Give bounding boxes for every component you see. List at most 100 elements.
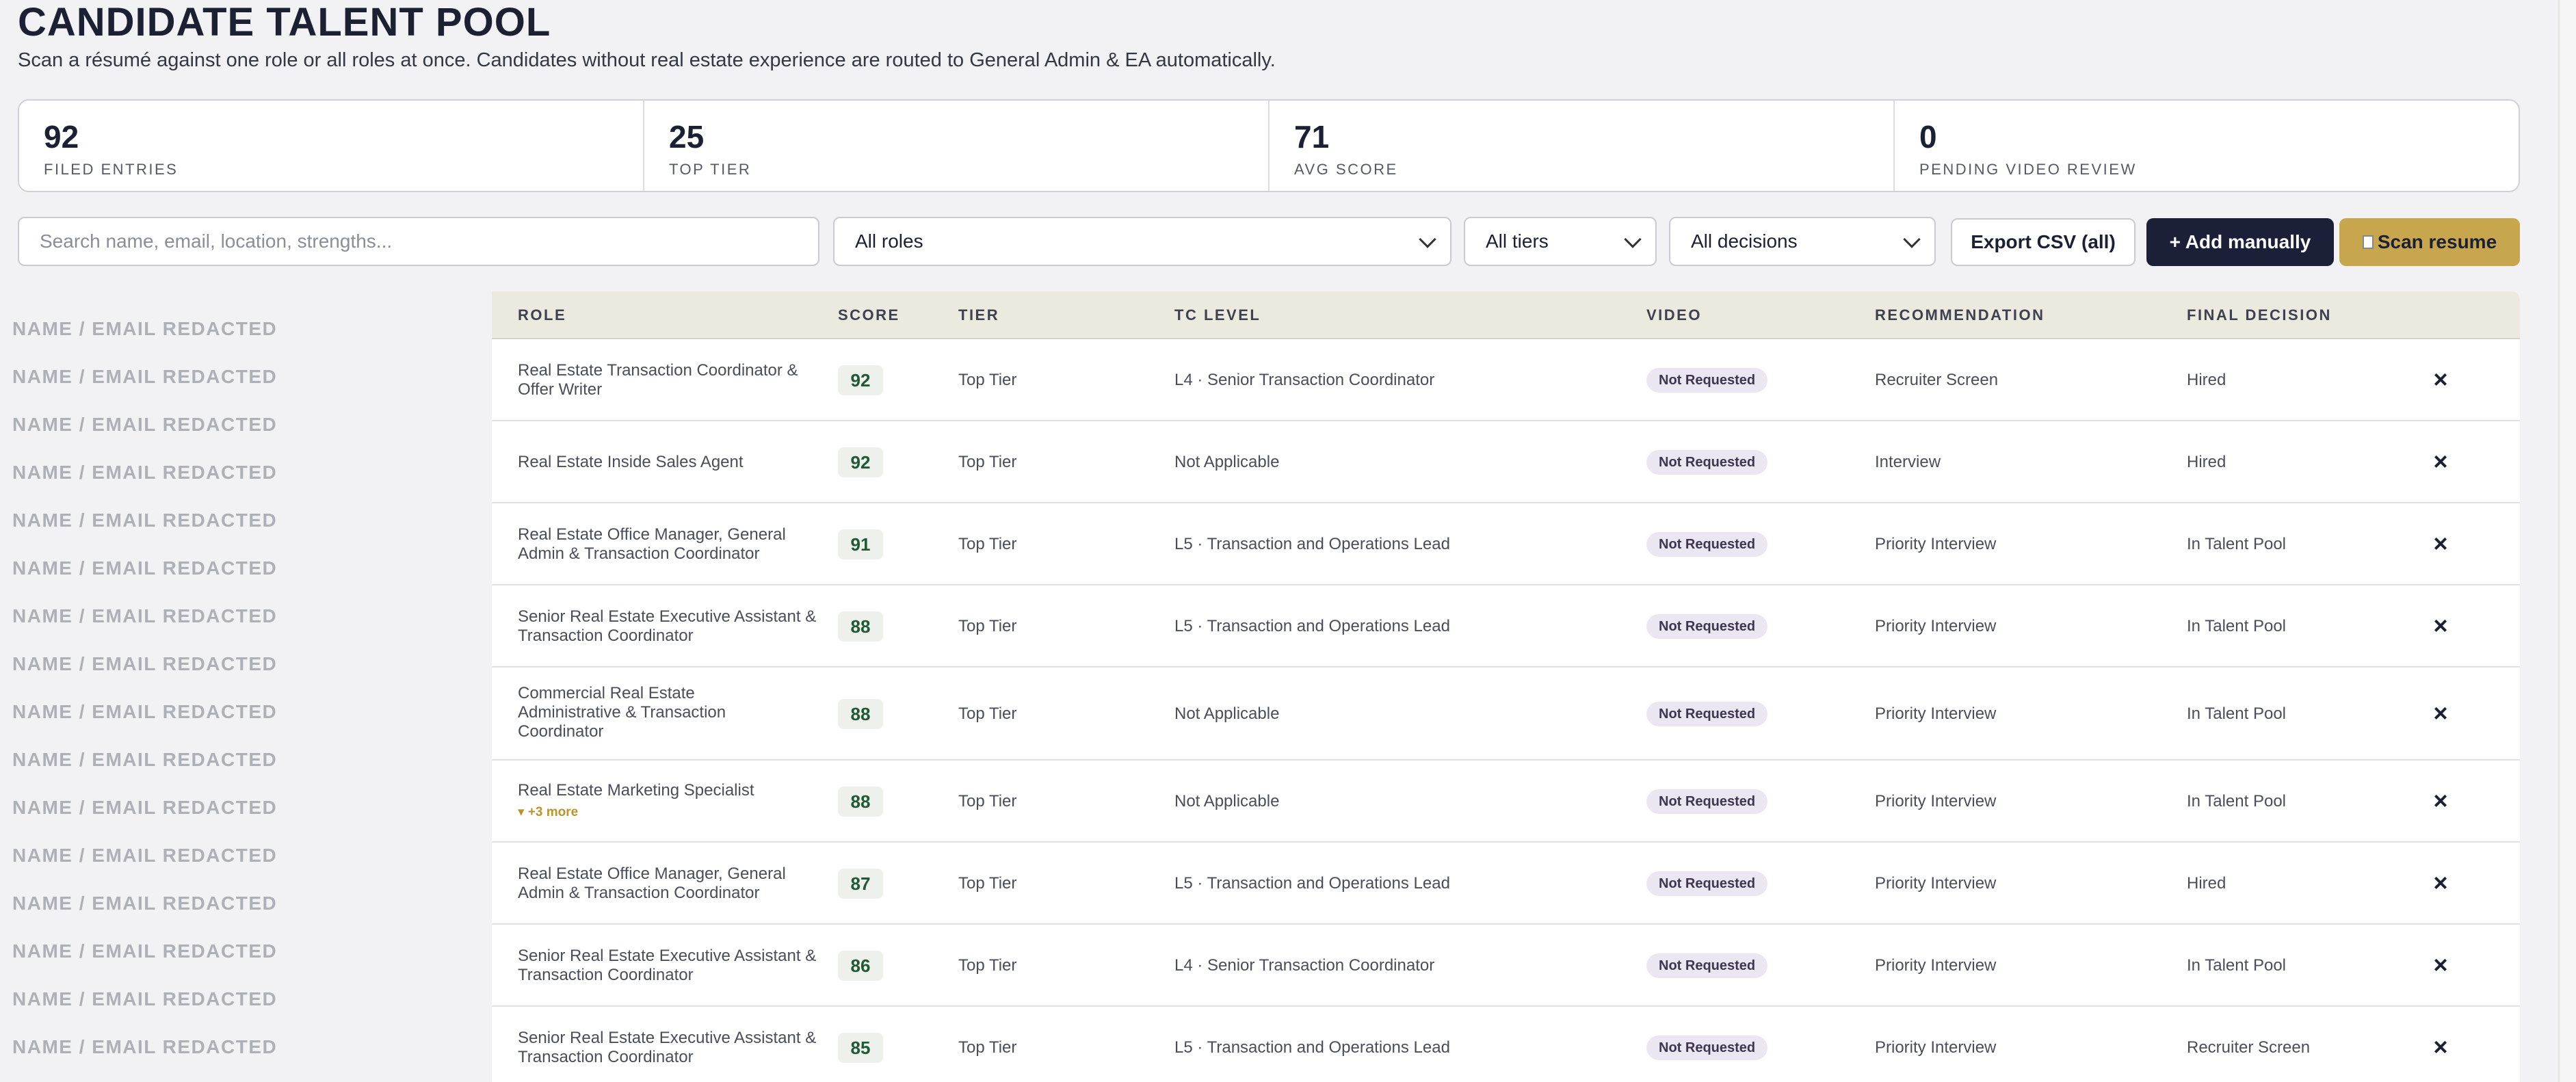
tier-cell: Top Tier — [958, 874, 1017, 893]
final-decision-cell[interactable]: In Talent Pool — [2187, 956, 2286, 975]
redacted-name-column: NAME / EMAIL REDACTED NAME / EMAIL REDAC… — [0, 305, 479, 1071]
scan-resume-button[interactable]: Scan resume — [2339, 218, 2520, 266]
tier-cell: Top Tier — [958, 792, 1017, 810]
video-status-badge: Not Requested — [1646, 368, 1768, 393]
stat-avg-score: 71 AVG SCORE — [1270, 101, 1895, 191]
video-status-badge: Not Requested — [1646, 702, 1768, 726]
stat-value: 0 — [1919, 119, 1937, 155]
redacted-name: NAME / EMAIL REDACTED — [12, 653, 278, 674]
role-cell: Senior Real Estate Executive Assistant &… — [518, 607, 817, 645]
table-row[interactable]: Real Estate Marketing Specialist ▾ +3 mo… — [492, 761, 2520, 843]
role-cell: Real Estate Office Manager, General Admi… — [518, 865, 786, 902]
stat-top-tier: 25 TOP TIER — [644, 101, 1270, 191]
tier-cell: Top Tier — [958, 617, 1017, 635]
decisions-select[interactable]: All decisions — [1669, 217, 1936, 266]
search-input[interactable]: Search name, email, location, strengths.… — [18, 217, 819, 266]
add-manually-button[interactable]: + Add manually — [2146, 218, 2334, 266]
column-header-role[interactable]: ROLE — [518, 306, 567, 324]
column-header-final-decision[interactable]: FINAL DECISION — [2187, 306, 2332, 324]
page-scrollbar[interactable] — [2558, 0, 2576, 1082]
column-header-recommendation[interactable]: RECOMMENDATION — [1875, 306, 2045, 324]
final-decision-cell[interactable]: Hired — [2187, 874, 2226, 893]
stat-value: 25 — [669, 119, 705, 155]
role-cell: Real Estate Marketing Specialist ▾ +3 mo… — [518, 781, 819, 822]
final-decision-cell[interactable]: In Talent Pool — [2187, 792, 2286, 810]
tier-cell: Top Tier — [958, 704, 1017, 723]
score-badge: 92 — [838, 447, 883, 477]
table-row[interactable]: Real Estate Inside Sales Agent 92 Top Ti… — [492, 421, 2520, 503]
stat-value: 71 — [1294, 119, 1330, 155]
final-decision-cell[interactable]: In Talent Pool — [2187, 535, 2286, 553]
table-row[interactable]: Senior Real Estate Executive Assistant &… — [492, 925, 2520, 1007]
export-csv-button[interactable]: Export CSV (all) — [1951, 218, 2135, 266]
redacted-name: NAME / EMAIL REDACTED — [12, 893, 278, 914]
redacted-name: NAME / EMAIL REDACTED — [12, 605, 278, 626]
more-roles-toggle[interactable]: ▾ +3 more — [518, 805, 579, 819]
tiers-select[interactable]: All tiers — [1464, 217, 1657, 266]
stat-label: TOP TIER — [669, 161, 752, 178]
roles-select-value: All roles — [855, 230, 923, 252]
redacted-name: NAME / EMAIL REDACTED — [12, 988, 278, 1010]
redacted-name: NAME / EMAIL REDACTED — [12, 797, 278, 818]
final-decision-cell[interactable]: In Talent Pool — [2187, 704, 2286, 723]
score-badge: 88 — [838, 787, 883, 817]
tc-level-cell: Not Applicable — [1174, 453, 1280, 471]
remove-row-icon[interactable]: × — [2433, 869, 2448, 897]
remove-row-icon[interactable]: × — [2433, 1033, 2448, 1061]
recommendation-cell: Priority Interview — [1875, 535, 1997, 553]
remove-row-icon[interactable]: × — [2433, 611, 2448, 639]
scan-resume-label: Scan resume — [2377, 231, 2497, 252]
recommendation-cell: Interview — [1875, 453, 1941, 471]
table-row[interactable]: Senior Real Estate Executive Assistant &… — [492, 585, 2520, 668]
final-decision-cell[interactable]: Hired — [2187, 371, 2226, 389]
stat-label: FILED ENTRIES — [44, 161, 179, 178]
redacted-name: NAME / EMAIL REDACTED — [12, 557, 278, 579]
remove-row-icon[interactable]: × — [2433, 787, 2448, 815]
remove-row-icon[interactable]: × — [2433, 529, 2448, 557]
chevron-down-icon — [1419, 230, 1436, 248]
table-row[interactable]: Commercial Real Estate Administrative & … — [492, 668, 2520, 761]
redacted-name: NAME / EMAIL REDACTED — [12, 940, 278, 962]
role-cell: Commercial Real Estate Administrative & … — [518, 684, 726, 741]
column-header-score[interactable]: SCORE — [838, 306, 900, 324]
score-badge: 91 — [838, 529, 883, 559]
redacted-name: NAME / EMAIL REDACTED — [12, 318, 278, 339]
stats-bar: 92 FILED ENTRIES 25 TOP TIER 71 AVG SCOR… — [18, 99, 2520, 192]
redacted-name: NAME / EMAIL REDACTED — [12, 845, 278, 866]
final-decision-cell[interactable]: Hired — [2187, 453, 2226, 471]
remove-row-icon[interactable]: × — [2433, 447, 2448, 475]
roles-select[interactable]: All roles — [833, 217, 1451, 266]
final-decision-cell[interactable]: In Talent Pool — [2187, 617, 2286, 635]
page-subtitle: Scan a résumé against one role or all ro… — [18, 49, 1276, 71]
remove-row-icon[interactable]: × — [2433, 951, 2448, 979]
stat-value: 92 — [44, 119, 79, 155]
stat-label: AVG SCORE — [1294, 161, 1398, 178]
tier-cell: Top Tier — [958, 956, 1017, 975]
stat-label: PENDING VIDEO REVIEW — [1919, 161, 2137, 178]
column-header-tier[interactable]: TIER — [958, 306, 1000, 324]
role-cell: Senior Real Estate Executive Assistant &… — [518, 1029, 817, 1066]
tc-level-cell: L5 · Transaction and Operations Lead — [1174, 617, 1450, 635]
table-row[interactable]: Real Estate Office Manager, General Admi… — [492, 843, 2520, 925]
column-header-video[interactable]: VIDEO — [1646, 306, 1702, 324]
recommendation-cell: Priority Interview — [1875, 956, 1997, 975]
remove-row-icon[interactable]: × — [2433, 699, 2448, 727]
tiers-select-value: All tiers — [1486, 230, 1549, 252]
filter-toolbar: Search name, email, location, strengths.… — [18, 217, 2520, 266]
column-header-tc-level[interactable]: TC LEVEL — [1174, 306, 1261, 324]
stat-filed-entries: 92 FILED ENTRIES — [19, 101, 644, 191]
final-decision-cell[interactable]: Recruiter Screen — [2187, 1038, 2311, 1057]
video-status-badge: Not Requested — [1646, 450, 1768, 475]
table-row[interactable]: Real Estate Transaction Coordinator & Of… — [492, 339, 2520, 421]
tc-level-cell: L4 · Senior Transaction Coordinator — [1174, 956, 1435, 975]
table-row[interactable]: Senior Real Estate Executive Assistant &… — [492, 1007, 2520, 1082]
redacted-name: NAME / EMAIL REDACTED — [12, 510, 278, 531]
table-row[interactable]: Real Estate Office Manager, General Admi… — [492, 503, 2520, 585]
role-cell: Real Estate Office Manager, General Admi… — [518, 525, 786, 563]
redacted-name: NAME / EMAIL REDACTED — [12, 414, 278, 435]
tier-cell: Top Tier — [958, 535, 1017, 553]
remove-row-icon[interactable]: × — [2433, 365, 2448, 393]
video-status-badge: Not Requested — [1646, 1035, 1768, 1060]
candidates-table: ROLE SCORE TIER TC LEVEL VIDEO RECOMMEND… — [492, 291, 2520, 1082]
video-status-badge: Not Requested — [1646, 614, 1768, 639]
